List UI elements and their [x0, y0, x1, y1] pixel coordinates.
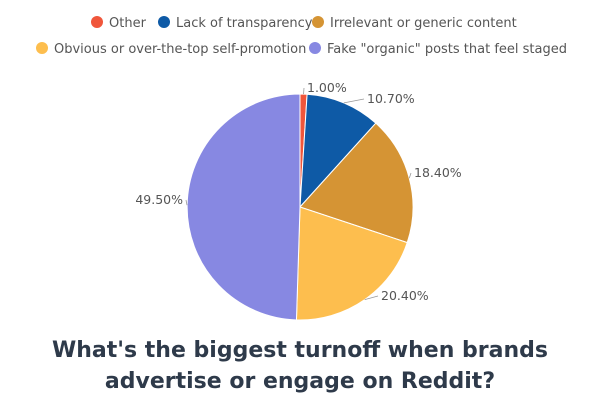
- chart-title: What's the biggest turnoff when brands a…: [0, 335, 600, 397]
- data-label-lack-of-transparency: 10.70%: [367, 91, 415, 106]
- leader-line-irrelevant-or-generic-content: [408, 172, 412, 179]
- pie-slice-lack-of-transparency[interactable]: [299, 93, 377, 209]
- pie-data-labels: 1.00% 10.70% 18.40% 20.40% 49.50%: [135, 80, 461, 303]
- legend-label-lack-of-transparency: Lack of transparency: [176, 16, 313, 31]
- leader-line-lack-of-transparency: [343, 98, 365, 104]
- legend-label-self-promotion: Obvious or over-the-top self-promotion: [54, 42, 306, 57]
- chart-title-line-2: advertise or engage on Reddit?: [104, 369, 496, 394]
- pie-slice-obvious-or-over-the-top-self-promotion[interactable]: [295, 206, 408, 321]
- chart-legend: Other Lack of transparency Irrelevant or…: [36, 16, 567, 57]
- legend-swatch-irrelevant-content: [312, 16, 324, 28]
- legend-item-fake-organic-posts[interactable]: Fake "organic" posts that feel staged: [309, 42, 567, 57]
- data-label-obvious-or-over-the-top-self-promotion: 20.40%: [381, 288, 429, 303]
- legend-item-lack-of-transparency[interactable]: Lack of transparency: [158, 16, 313, 31]
- legend-swatch-lack-of-transparency: [158, 16, 170, 28]
- pie-slice-irrelevant-or-generic-content[interactable]: [299, 122, 414, 244]
- leader-line-fake-organic-posts-that-feel-staged: [185, 199, 188, 206]
- pie-slices: [186, 93, 414, 321]
- pie-slice-fake-organic-posts-that-feel-staged[interactable]: [186, 93, 301, 321]
- legend-swatch-self-promotion: [36, 42, 48, 54]
- leader-line-obvious-or-over-the-top-self-promotion: [364, 295, 379, 301]
- legend-item-irrelevant-content[interactable]: Irrelevant or generic content: [312, 16, 517, 31]
- legend-swatch-fake-organic-posts: [309, 42, 321, 54]
- data-label-fake-organic-posts-that-feel-staged: 49.50%: [135, 192, 183, 207]
- legend-label-other: Other: [109, 16, 147, 31]
- chart-title-line-1: What's the biggest turnoff when brands: [52, 338, 548, 363]
- legend-item-other[interactable]: Other: [91, 16, 147, 31]
- data-label-other: 1.00%: [307, 80, 347, 95]
- legend-swatch-other: [91, 16, 103, 28]
- legend-item-self-promotion[interactable]: Obvious or over-the-top self-promotion: [36, 42, 306, 57]
- legend-label-fake-organic-posts: Fake "organic" posts that feel staged: [327, 42, 567, 57]
- data-label-irrelevant-or-generic-content: 18.40%: [414, 165, 462, 180]
- legend-label-irrelevant-content: Irrelevant or generic content: [330, 16, 517, 31]
